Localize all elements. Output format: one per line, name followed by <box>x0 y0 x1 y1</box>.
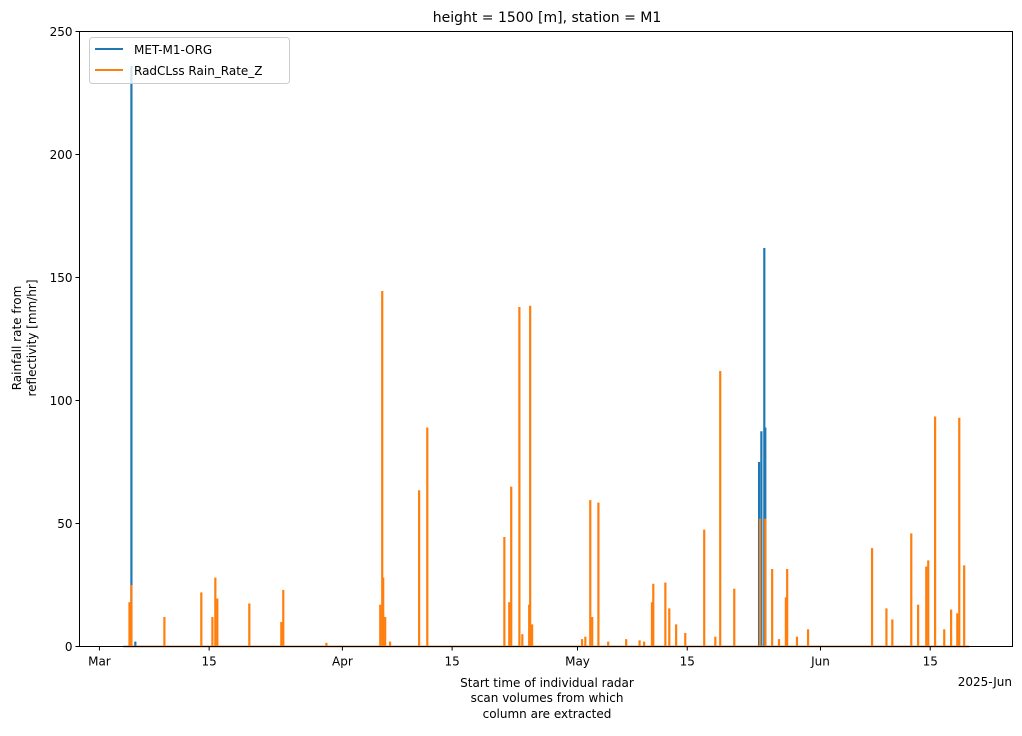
legend-box <box>89 37 290 84</box>
y-tick-label: 0 <box>65 640 73 654</box>
x-tick-label: May <box>565 655 590 669</box>
series-1 <box>126 291 970 648</box>
x-axis-label-line2: scan volumes from which <box>471 691 624 705</box>
y-tick-label: 200 <box>50 148 73 162</box>
x-tick-label: Jun <box>810 655 830 669</box>
x-tick-label: 15 <box>444 655 459 669</box>
chart-title: height = 1500 [m], station = M1 <box>433 10 662 26</box>
x-axis-label-line1: Start time of individual radar <box>460 676 634 690</box>
y-tick-label: 250 <box>50 25 73 39</box>
y-axis-label-line1: Rainfall rate from <box>10 286 24 391</box>
y-tick-label: 150 <box>50 271 73 285</box>
x-tick-label: 15 <box>202 655 217 669</box>
y-axis-label-line2: reflectivity [mm/hr] <box>25 279 39 396</box>
series-0 <box>122 65 970 648</box>
x-tick-label: Mar <box>88 655 111 669</box>
x-tick-label: 15 <box>923 655 938 669</box>
legend-label-met-m1-org: MET-M1-ORG <box>134 43 212 57</box>
plot-frame <box>79 31 1013 647</box>
legend-label-radclss: RadCLss Rain_Rate_Z <box>134 64 263 78</box>
x-tick-label: 15 <box>680 655 695 669</box>
x-axis-label-line3: column are extracted <box>483 707 612 721</box>
y-tick-label: 50 <box>57 517 72 531</box>
x-tick-label: Apr <box>332 655 353 669</box>
x-offset-label: 2025-Jun <box>958 675 1012 689</box>
y-tick-label: 100 <box>50 394 73 408</box>
legend: MET-M1-ORG RadCLss Rain_Rate_Z <box>89 37 290 84</box>
